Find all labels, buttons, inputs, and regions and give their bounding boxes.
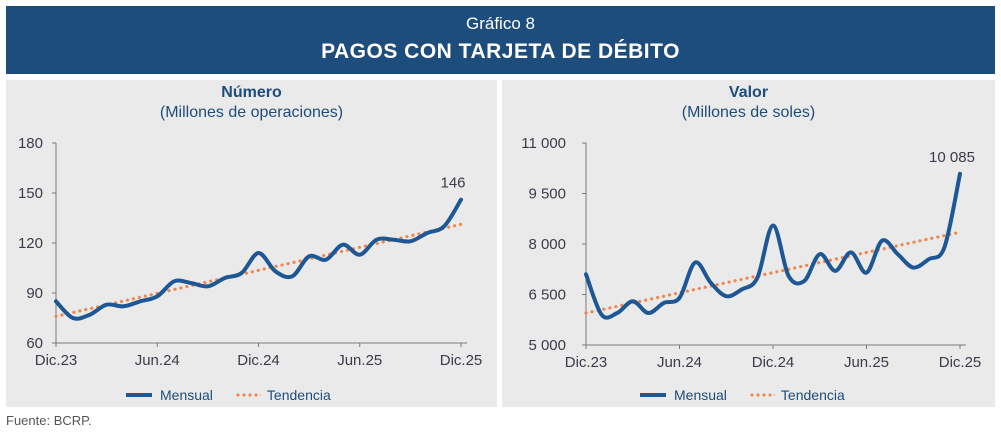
y-tick-label: 90 — [26, 285, 43, 302]
figure-number: Gráfico 8 — [466, 14, 535, 33]
panel-numero: Número (Millones de operaciones) 60 90 120… — [6, 80, 497, 407]
panel-title: Valor — [728, 84, 769, 101]
y-tick-label: 6 500 — [528, 287, 566, 304]
legend-label-tendencia: Tendencia — [266, 387, 331, 403]
legend-swatch-mensual — [640, 393, 666, 397]
x-tick-label: Jun.24 — [657, 354, 702, 371]
chart-numero: 60 90 120 150 180 Dic.23 Jun.24 Dic.24 Jun.25 Dic… — [18, 135, 483, 369]
x-tick-label: Dic.25 — [440, 352, 483, 369]
x-tick-label: Dic.23 — [35, 352, 78, 369]
legend-item-tendencia: Tendencia — [748, 387, 845, 403]
legend: Mensual Tendencia — [126, 387, 353, 403]
legend-swatch-tendencia — [234, 393, 261, 397]
x-tick-label: Jun.25 — [844, 354, 889, 371]
figure-title: PAGOS CON TARJETA DE DÉBITO — [321, 40, 680, 63]
y-tick-label: 120 — [18, 235, 43, 252]
source-note: Fuente: BCRP. — [6, 413, 92, 428]
series-line-tendencia — [584, 230, 962, 315]
y-tick-label: 150 — [18, 185, 43, 202]
legend-label-mensual: Mensual — [674, 387, 727, 403]
x-tick-label: Dic.23 — [565, 354, 608, 371]
panel-title: Número — [221, 84, 282, 101]
panel-valor: Valor (Millones de soles) 5 000 6 500 8 00… — [502, 80, 995, 407]
x-tick-label: Jun.24 — [135, 352, 180, 369]
legend-swatch-mensual — [126, 393, 152, 397]
y-tick-label: 180 — [18, 135, 43, 152]
series-line-mensual — [54, 197, 463, 321]
panel-subtitle: (Millones de operaciones) — [159, 104, 344, 121]
x-tick-label: Dic.25 — [939, 354, 982, 371]
legend-item-mensual: Mensual — [126, 387, 213, 403]
chart-header: Gráfico 8 PAGOS CON TARJETA DE DÉBITO — [6, 6, 995, 74]
series-line-tendencia — [54, 222, 463, 318]
data-label-last: 146 — [440, 175, 465, 192]
y-tick-label: 9 500 — [528, 186, 566, 203]
legend-label-mensual: Mensual — [160, 387, 213, 403]
chart-valor: 5 000 6 500 8 000 9 500 11 000 Dic.23 Jun.24 Di… — [521, 135, 982, 371]
legend-item-mensual: Mensual — [640, 387, 727, 403]
panel-subtitle: (Millones de soles) — [681, 104, 816, 121]
x-tick-label: Dic.24 — [752, 354, 795, 371]
series-line-mensual — [584, 171, 962, 320]
x-tick-label: Dic.24 — [237, 352, 280, 369]
y-tick-label: 11 000 — [521, 135, 566, 152]
data-label-last: 10 085 — [929, 149, 975, 166]
legend-label-tendencia: Tendencia — [780, 387, 845, 403]
y-tick-label: 60 — [26, 335, 43, 352]
x-tick-label: Jun.25 — [337, 352, 382, 369]
legend: Mensual Tendencia — [640, 387, 867, 403]
y-tick-label: 8 000 — [528, 236, 566, 253]
y-tick-label: 5 000 — [528, 337, 566, 354]
legend-item-tendencia: Tendencia — [234, 387, 331, 403]
legend-swatch-tendencia — [748, 393, 775, 397]
